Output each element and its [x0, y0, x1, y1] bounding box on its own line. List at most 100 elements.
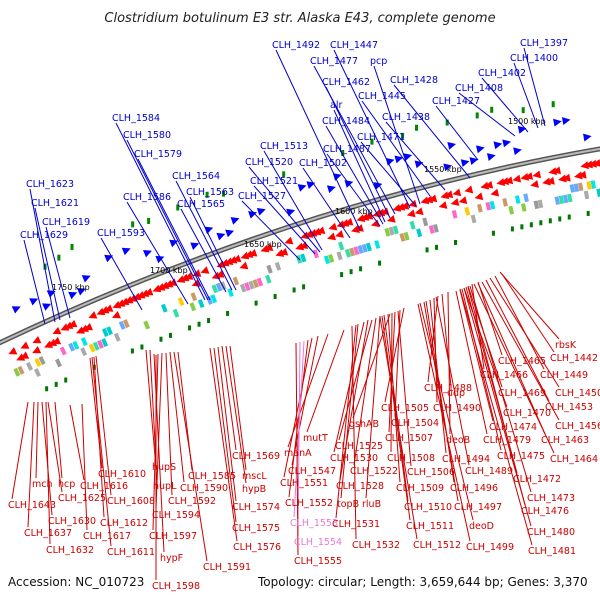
gene-label[interactable]: CLH_1447	[330, 40, 378, 51]
gene-label[interactable]: CLH_1504	[391, 418, 439, 429]
gene-label[interactable]: CLH_1499	[466, 542, 514, 553]
gene-label[interactable]: udp	[447, 388, 465, 399]
gene-label[interactable]: CLH_1408	[455, 83, 503, 94]
gene-label[interactable]: CLH_1456	[555, 421, 600, 432]
gene-label[interactable]: CLH_1508	[387, 453, 435, 464]
gene-label[interactable]: CLH_1453	[545, 402, 593, 413]
gene-label[interactable]: CLH_1616	[80, 481, 128, 492]
gene-label[interactable]: CLH_1462	[322, 77, 370, 88]
gene-label[interactable]: CLH_1623	[26, 179, 74, 190]
gene-label[interactable]: CLH_1400	[510, 53, 558, 64]
gene-label[interactable]: CLH_1619	[42, 217, 90, 228]
gene-label[interactable]: CLH_1505	[381, 403, 429, 414]
gene-label[interactable]: CLH_1579	[134, 149, 182, 160]
gene-label[interactable]: CLH_1512	[413, 540, 461, 551]
gene-label[interactable]: CLH_1630	[48, 516, 96, 527]
gene-label[interactable]: CLH_1608	[107, 496, 155, 507]
gene-label[interactable]: CLH_1574	[232, 502, 280, 513]
gene-label[interactable]: CLH_1428	[390, 75, 438, 86]
gene-label[interactable]: CLH_1551	[280, 478, 328, 489]
gene-label[interactable]: CLH_1442	[550, 353, 598, 364]
gene-label[interactable]: CLH_1584	[112, 113, 160, 124]
gene-label[interactable]: CLH_1484	[322, 116, 370, 127]
gene-label[interactable]: CLH_1471	[357, 132, 405, 143]
gene-label[interactable]: CLH_1552	[285, 498, 333, 509]
gene-label[interactable]: CLH_1585	[188, 471, 236, 482]
gene-label[interactable]: CLH_1520	[245, 157, 293, 168]
gene-label[interactable]: CLH_1511	[406, 521, 454, 532]
gene-label[interactable]: CLH_1522	[350, 466, 398, 477]
gene-label[interactable]: CLH_1438	[382, 112, 430, 123]
gene-label[interactable]: CLH_1617	[83, 531, 131, 542]
gene-label[interactable]: CLH_1590	[180, 483, 228, 494]
gene-label[interactable]: CLH_1397	[520, 38, 568, 49]
gene-label[interactable]: hypF	[160, 553, 183, 564]
gene-label[interactable]: CLH_1569	[232, 451, 280, 462]
gene-label[interactable]: CLH_1490	[433, 403, 481, 414]
gene-label[interactable]: CLH_1564	[172, 171, 220, 182]
gene-label[interactable]: CLH_1637	[24, 528, 72, 539]
gene-label[interactable]: CLH_1565	[177, 199, 225, 210]
gene-label[interactable]: CLH_1480	[527, 527, 575, 538]
gene-label[interactable]: alr	[330, 100, 342, 111]
gene-label[interactable]: CLH_1530	[330, 453, 378, 464]
gene-label[interactable]: CLH_1449	[540, 370, 588, 381]
gene-label[interactable]: CLH_1470	[503, 408, 551, 419]
gene-label[interactable]: CLH_1475	[497, 451, 545, 462]
gene-label[interactable]: CLH_1402	[478, 68, 526, 79]
gene-label[interactable]: CLH_1494	[442, 454, 490, 465]
gene-label[interactable]: CLH_1591	[203, 562, 251, 573]
gene-label[interactable]: CLH_1576	[233, 542, 281, 553]
gene-label[interactable]: pcp	[370, 56, 387, 67]
gene-label[interactable]: CLH_1594	[152, 510, 200, 521]
gene-label[interactable]: hcp	[58, 479, 75, 490]
gene-label[interactable]: CLH_1610	[98, 469, 146, 480]
gene-label[interactable]: hypB	[242, 484, 266, 495]
gene-label[interactable]: CLH_1466	[480, 370, 528, 381]
gene-label[interactable]: CLH_1496	[450, 483, 498, 494]
gene-label[interactable]: mutT	[303, 433, 328, 444]
gene-label[interactable]: mscL	[242, 471, 267, 482]
gene-label[interactable]: deoD	[469, 521, 494, 532]
gene-label[interactable]: rluB	[362, 499, 381, 510]
gene-label[interactable]: CLH_1554	[294, 537, 342, 548]
gene-label[interactable]: CLH_1427	[432, 96, 480, 107]
gene-label[interactable]: CLH_1521	[250, 176, 298, 187]
gene-label[interactable]: CLH_1472	[513, 474, 561, 485]
gene-label[interactable]: CLH_1473	[527, 493, 575, 504]
gene-label[interactable]: CLH_1528	[336, 481, 384, 492]
gene-label[interactable]: CLH_1586	[123, 192, 171, 203]
gene-label[interactable]: CLH_1509	[396, 483, 444, 494]
gene-label[interactable]: CLH_1489	[465, 466, 513, 477]
gene-label[interactable]: mch	[32, 479, 53, 490]
gene-label[interactable]: CLH_1474	[489, 422, 537, 433]
gene-label[interactable]: CLH_1532	[352, 540, 400, 551]
gene-label[interactable]: CLH_1477	[310, 56, 358, 67]
gene-label[interactable]: CLH_1506	[407, 467, 455, 478]
gene-label[interactable]: hupL	[153, 481, 177, 492]
gene-label[interactable]: CLH_1592	[168, 496, 216, 507]
gene-label[interactable]: CLH_1469	[498, 388, 546, 399]
gene-label[interactable]: CLH_1629	[20, 230, 68, 241]
gene-label[interactable]: CLH_1547	[288, 466, 336, 477]
gene-label[interactable]: CLH_1580	[123, 130, 171, 141]
gene-label[interactable]: CLH_1621	[31, 198, 79, 209]
gene-label[interactable]: CLH_1450	[555, 388, 600, 399]
gene-label[interactable]: CLH_1497	[454, 502, 502, 513]
gene-label[interactable]: CLH_1553	[290, 518, 338, 529]
gene-label[interactable]: CLH_1643	[8, 500, 56, 511]
gene-label[interactable]: CLH_1632	[46, 545, 94, 556]
gene-label[interactable]: CLH_1555	[294, 556, 342, 567]
gene-label[interactable]: CLH_1593	[97, 228, 145, 239]
gene-label[interactable]: CLH_1487	[323, 144, 371, 155]
gene-label[interactable]: CLH_1502	[299, 158, 347, 169]
gene-label[interactable]: CLH_1525	[335, 441, 383, 452]
gene-label[interactable]: CLH_1625	[58, 493, 106, 504]
gene-label[interactable]: CLH_1481	[528, 546, 576, 557]
gene-label[interactable]: rbsK	[555, 340, 577, 351]
gene-label[interactable]: topB	[337, 499, 359, 510]
gene-label[interactable]: CLH_1507	[385, 433, 433, 444]
gene-label[interactable]: CLH_1513	[260, 141, 308, 152]
gene-label[interactable]: CLH_1531	[332, 519, 380, 530]
gene-label[interactable]: CLH_1527	[238, 191, 286, 202]
